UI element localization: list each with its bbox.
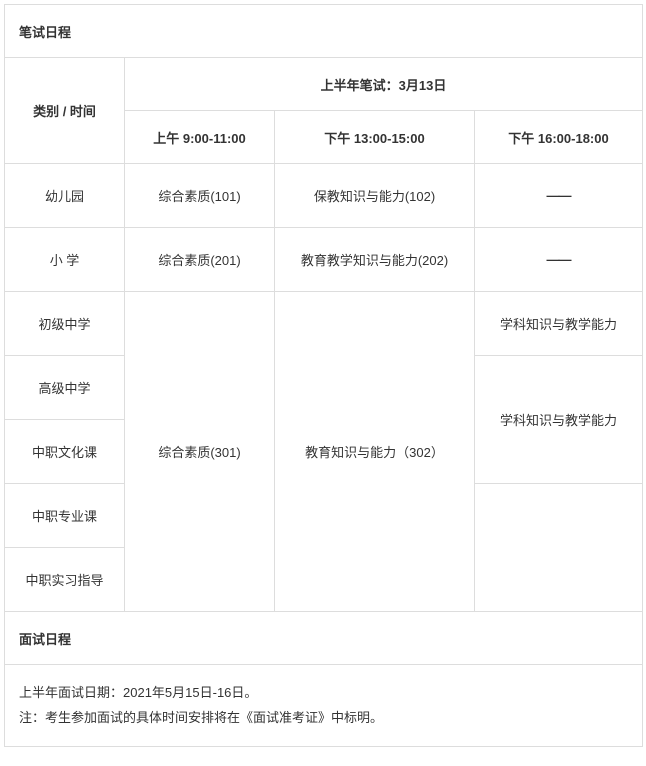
cell-kindergarten-pm2: —— [475,164,643,228]
cell-primary-am: 综合素质(201) [125,228,275,292]
interview-section-row: 面试日程 [5,612,643,665]
category-voc-intern: 中职实习指导 [5,548,125,612]
category-time-header: 类别 / 时间 [5,58,125,164]
exam-date-header: 上半年笔试：3月13日 [125,58,643,111]
cell-kindergarten-am: 综合素质(101) [125,164,275,228]
category-junior: 初级中学 [5,292,125,356]
interview-section-title: 面试日程 [5,612,643,665]
written-section-row: 笔试日程 [5,5,643,58]
category-voc-culture: 中职文化课 [5,420,125,484]
cell-primary-pm2: —— [475,228,643,292]
table-row: 初级中学 综合素质(301) 教育知识与能力（302） 学科知识与教学能力 [5,292,643,356]
written-section-title: 笔试日程 [5,5,643,58]
time-slot-pm1: 下午 13:00-15:00 [275,111,475,164]
cell-merged-am: 综合素质(301) [125,292,275,612]
category-senior: 高级中学 [5,356,125,420]
category-voc-pro: 中职专业课 [5,484,125,548]
cell-senior-voc-pm2: 学科知识与教学能力 [475,356,643,484]
time-slot-pm2: 下午 16:00-18:00 [475,111,643,164]
interview-note-cell: 上半年面试日期：2021年5月15日-16日。 注：考生参加面试的具体时间安排将… [5,665,643,747]
interview-line1: 上半年面试日期：2021年5月15日-16日。 [19,681,628,706]
table-row: 幼儿园 综合素质(101) 保教知识与能力(102) —— [5,164,643,228]
category-primary: 小 学 [5,228,125,292]
time-slot-am: 上午 9:00-11:00 [125,111,275,164]
category-kindergarten: 幼儿园 [5,164,125,228]
cell-merged-pm1: 教育知识与能力（302） [275,292,475,612]
interview-line2: 注：考生参加面试的具体时间安排将在《面试准考证》中标明。 [19,706,628,731]
interview-note-row: 上半年面试日期：2021年5月15日-16日。 注：考生参加面试的具体时间安排将… [5,665,643,747]
cell-voc-pro-intern-pm2 [475,484,643,612]
cell-kindergarten-pm1: 保教知识与能力(102) [275,164,475,228]
table-row: 小 学 综合素质(201) 教育教学知识与能力(202) —— [5,228,643,292]
cell-junior-pm2: 学科知识与教学能力 [475,292,643,356]
schedule-wrapper: 笔试日程 类别 / 时间 上半年笔试：3月13日 上午 9:00-11:00 下… [0,0,646,751]
header-row-1: 类别 / 时间 上半年笔试：3月13日 [5,58,643,111]
schedule-table: 笔试日程 类别 / 时间 上半年笔试：3月13日 上午 9:00-11:00 下… [4,4,643,747]
cell-primary-pm1: 教育教学知识与能力(202) [275,228,475,292]
